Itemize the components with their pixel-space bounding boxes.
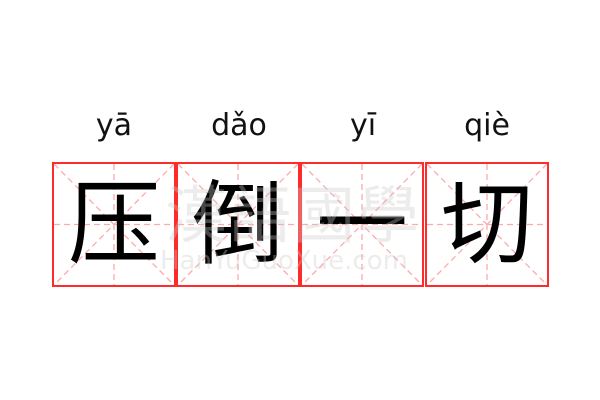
tianzige-guide (54, 164, 174, 285)
pinyin-1: yā (95, 108, 133, 143)
character-cell: 倒 (176, 162, 300, 287)
character-cell: 切 (425, 162, 549, 287)
pinyin-4: qiè (464, 108, 510, 143)
hanzi: 切 (440, 170, 533, 278)
tianzige-guide (302, 164, 422, 285)
tianzige-guide (178, 164, 298, 285)
tianzige-guide (427, 164, 547, 285)
character-grid: 压 倒 一 切 (52, 162, 549, 287)
character-cell: 一 (300, 162, 424, 287)
character-cell: 压 (52, 162, 176, 287)
hanzi: 压 (67, 170, 160, 278)
hanzi: 倒 (191, 170, 284, 278)
pinyin-2: dǎo (211, 108, 267, 143)
hanzi: 一 (315, 170, 408, 278)
pinyin-3: yī (349, 108, 377, 143)
